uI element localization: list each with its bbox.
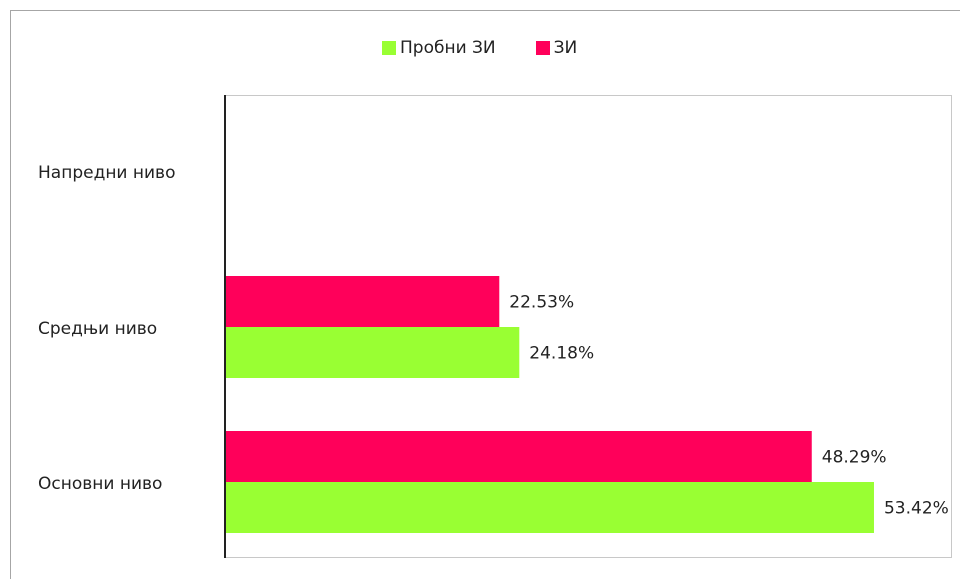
data-label-series-0-cat-1: 22.53% (509, 293, 574, 313)
legend-label-zi: ЗИ (553, 38, 578, 58)
bar-series-0-cat-1 (226, 276, 500, 327)
category-label-osnovni: Основни ниво (38, 474, 163, 494)
category-label-napredni: Напредни ниво (38, 163, 176, 183)
data-label-series-1-cat-1: 24.18% (529, 344, 594, 364)
legend-swatch-zi (535, 41, 550, 55)
data-label-series-1-cat-2: 53.42% (884, 499, 949, 519)
legend-item-zi: ЗИ (535, 38, 578, 58)
legend: Пробни ЗИ ЗИ (382, 38, 577, 58)
category-label-srednji: Средњи ниво (38, 319, 158, 339)
legend-swatch-probni-zi (382, 41, 396, 55)
data-label-series-0-cat-2: 48.29% (822, 448, 887, 468)
legend-label-probni-zi: Пробни ЗИ (400, 38, 496, 58)
bar-series-0-cat-2 (226, 431, 812, 482)
legend-item-probni-zi: Пробни ЗИ (382, 38, 496, 58)
bar-series-1-cat-2 (226, 482, 874, 533)
category-axis-line (224, 95, 226, 558)
chart-frame (10, 10, 960, 579)
bar-series-1-cat-1 (226, 327, 520, 378)
